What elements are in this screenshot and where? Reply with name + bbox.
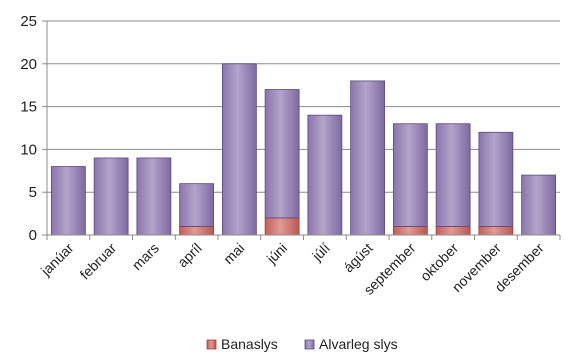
bars xyxy=(50,63,557,236)
bar-alvarleg-slys-11 xyxy=(521,174,557,236)
bar-alvarleg-slys-4 xyxy=(221,63,257,236)
x-tick-label: apríl xyxy=(174,240,205,271)
legend-swatch-banaslys xyxy=(206,339,217,350)
bar-alvarleg-slys-3 xyxy=(179,183,215,227)
bar-alvarleg-slys-5 xyxy=(264,89,300,219)
legend-label: Banaslys xyxy=(221,336,278,352)
x-tick-label: mai xyxy=(220,240,247,267)
legend: Banaslys Alvarleg slys xyxy=(206,336,398,352)
x-tick-label: júni xyxy=(263,240,290,267)
bar-banaslys-5 xyxy=(264,217,300,236)
bar-alvarleg-slys-1 xyxy=(93,157,129,236)
bar-alvarleg-slys-2 xyxy=(136,157,172,236)
bar-banaslys-8 xyxy=(392,226,428,236)
gridlines xyxy=(47,20,560,193)
x-tick-label: mars xyxy=(129,240,162,273)
x-axis-labels: janúar februar mars apríl mai júni júlí ágústse… xyxy=(37,240,547,298)
bar-banaslys-3 xyxy=(179,226,215,236)
bar-alvarleg-slys-7 xyxy=(350,80,386,236)
y-tick-label: 15 xyxy=(20,99,37,116)
y-tick-label: 5 xyxy=(29,184,37,201)
y-tick-label: 25 xyxy=(20,13,37,30)
legend-label: Alvarleg slys xyxy=(319,336,398,352)
bar-banaslys-9 xyxy=(435,226,471,236)
bar-alvarleg-slys-8 xyxy=(392,123,428,227)
x-tick-label: janúar xyxy=(37,240,77,280)
bar-alvarleg-slys-10 xyxy=(478,131,514,227)
y-tick-label: 20 xyxy=(20,56,37,73)
axes xyxy=(46,21,561,240)
bar-alvarleg-slys-0 xyxy=(50,166,86,236)
bar-alvarleg-slys-9 xyxy=(435,123,471,227)
bar-alvarleg-slys-6 xyxy=(307,114,343,236)
x-tick-label: júlí xyxy=(308,240,333,265)
legend-swatch-alvarleg-slys xyxy=(304,339,315,350)
x-tick-label: februar xyxy=(77,240,120,283)
y-tick-label: 0 xyxy=(29,227,37,244)
bar-banaslys-10 xyxy=(478,226,514,236)
x-tick-label: ágúst xyxy=(340,240,376,276)
y-tick-label: 10 xyxy=(20,141,37,158)
y-axis-ticks: 0 5 10 15 20 25 xyxy=(20,13,47,244)
